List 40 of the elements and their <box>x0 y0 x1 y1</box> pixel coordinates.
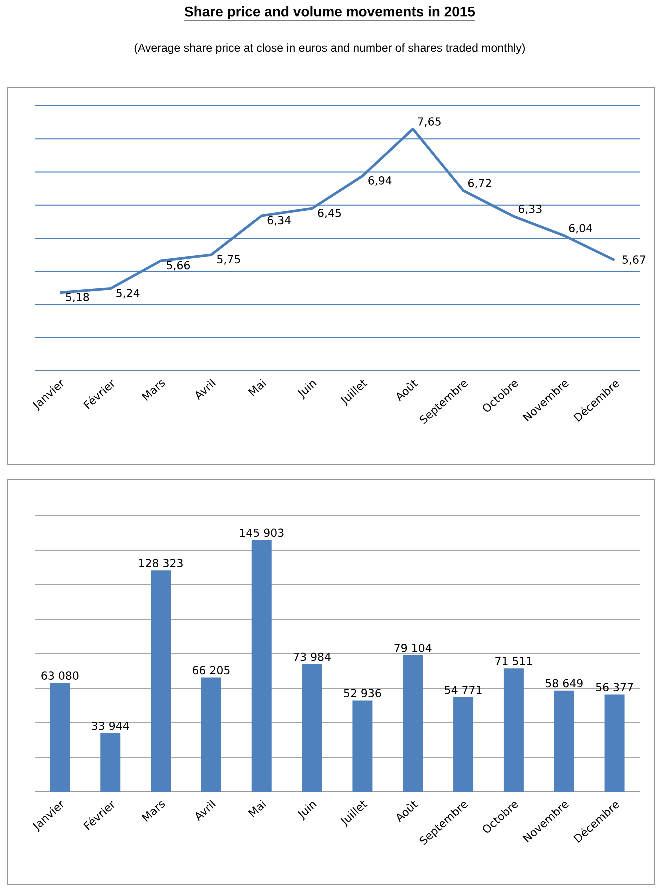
data-label: 63 080 <box>42 672 79 680</box>
data-label: 5,18 <box>66 293 90 303</box>
data-label: 71 511 <box>496 657 532 666</box>
x-tick-label: Mai <box>248 800 266 818</box>
data-label: 5,24 <box>116 289 140 299</box>
data-label: 5,75 <box>218 255 240 265</box>
data-label: 6,94 <box>368 176 392 186</box>
data-label: 79 104 <box>394 644 432 652</box>
x-tick-label: Mai <box>248 378 266 397</box>
data-label: 5,67 <box>622 256 646 266</box>
bar <box>50 683 70 792</box>
data-label: 56 377 <box>596 683 634 692</box>
chart-subtitle: (Average share price at close in euros and number of shares traded monthly) <box>134 44 526 54</box>
bar <box>100 733 121 792</box>
data-label: 33 944 <box>92 722 130 730</box>
bar <box>302 664 322 792</box>
data-label: 54 771 <box>445 686 482 694</box>
data-label: 6,72 <box>468 179 492 189</box>
data-label: 6,33 <box>518 205 542 214</box>
chart-title: Share price and volume movements in 2015 <box>184 6 476 20</box>
bar <box>252 540 272 792</box>
bar <box>151 570 172 792</box>
bar <box>554 690 574 792</box>
data-label: 66 205 <box>192 666 230 675</box>
data-label: 6,34 <box>268 216 291 226</box>
data-label: 6,04 <box>569 224 592 234</box>
bar <box>403 656 424 792</box>
data-label: 145 903 <box>240 528 284 538</box>
data-label: 5,66 <box>167 261 190 271</box>
bar <box>352 700 373 792</box>
bar <box>604 694 625 792</box>
data-label: 128 323 <box>140 559 183 568</box>
data-label: 7,65 <box>418 118 441 127</box>
data-label: 52 936 <box>344 689 382 698</box>
bar <box>454 698 474 792</box>
data-label: 6,45 <box>318 208 342 218</box>
bar <box>504 668 524 792</box>
data-label: 73 984 <box>294 652 331 662</box>
bar <box>201 678 222 792</box>
data-label: 58 649 <box>546 679 583 688</box>
